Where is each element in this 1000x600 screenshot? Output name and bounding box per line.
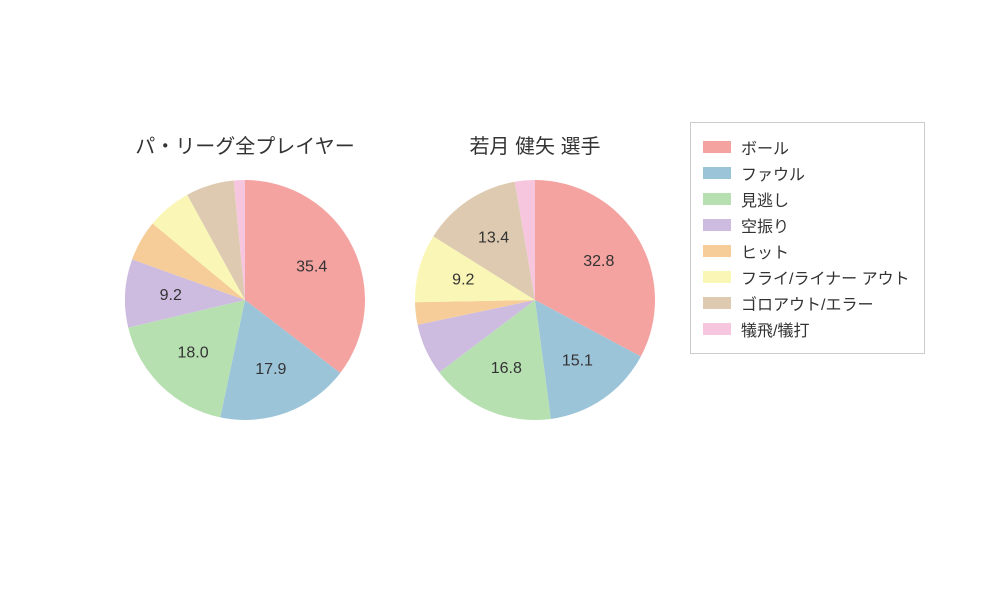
- pie-label-foul: 15.1: [562, 352, 593, 369]
- pie-chart-league: 35.4 17.9 18.0 9.2: [125, 180, 365, 420]
- legend-item-ball: ボール: [703, 135, 910, 159]
- legend-label-ground_out: ゴロアウト/エラー: [741, 291, 873, 315]
- legend-item-hit: ヒット: [703, 239, 910, 263]
- legend-item-swing_miss: 空振り: [703, 213, 910, 237]
- legend-swatch-sac: [703, 323, 731, 335]
- legend-item-fly_out: フライ/ライナー アウト: [703, 265, 910, 289]
- legend: ボールファウル見逃し空振りヒットフライ/ライナー アウトゴロアウト/エラー犠飛/…: [690, 122, 925, 354]
- legend-swatch-ball: [703, 141, 731, 153]
- pie-label-called: 18.0: [177, 344, 208, 361]
- legend-label-foul: ファウル: [741, 161, 805, 185]
- legend-swatch-called: [703, 193, 731, 205]
- legend-swatch-swing_miss: [703, 219, 731, 231]
- pie-label-foul: 17.9: [255, 361, 286, 378]
- legend-label-fly_out: フライ/ライナー アウト: [741, 265, 910, 289]
- legend-swatch-hit: [703, 245, 731, 257]
- pie-label-called: 16.8: [491, 360, 522, 377]
- legend-label-called: 見逃し: [741, 187, 789, 211]
- pie-label-ball: 35.4: [296, 258, 327, 275]
- pie-title-player: 若月 健矢 選手: [335, 130, 735, 159]
- chart-stage: 35.417.918.09.2パ・リーグ全プレイヤー32.815.116.89.…: [0, 0, 1000, 600]
- pie-label-ball: 32.8: [583, 253, 614, 270]
- legend-swatch-ground_out: [703, 297, 731, 309]
- legend-swatch-foul: [703, 167, 731, 179]
- legend-label-sac: 犠飛/犠打: [741, 317, 809, 341]
- pie-label-ground_out: 13.4: [478, 229, 509, 246]
- legend-label-hit: ヒット: [741, 239, 789, 263]
- pie-label-fly_out: 9.2: [452, 271, 474, 288]
- legend-item-foul: ファウル: [703, 161, 910, 185]
- legend-label-swing_miss: 空振り: [741, 213, 789, 237]
- legend-item-called: 見逃し: [703, 187, 910, 211]
- legend-item-sac: 犠飛/犠打: [703, 317, 910, 341]
- pie-chart-player: 32.8 15.1 16.8 9.2 13.4: [415, 180, 655, 420]
- legend-label-ball: ボール: [741, 135, 789, 159]
- legend-item-ground_out: ゴロアウト/エラー: [703, 291, 910, 315]
- pie-label-swing_miss: 9.2: [160, 287, 182, 304]
- legend-swatch-fly_out: [703, 271, 731, 283]
